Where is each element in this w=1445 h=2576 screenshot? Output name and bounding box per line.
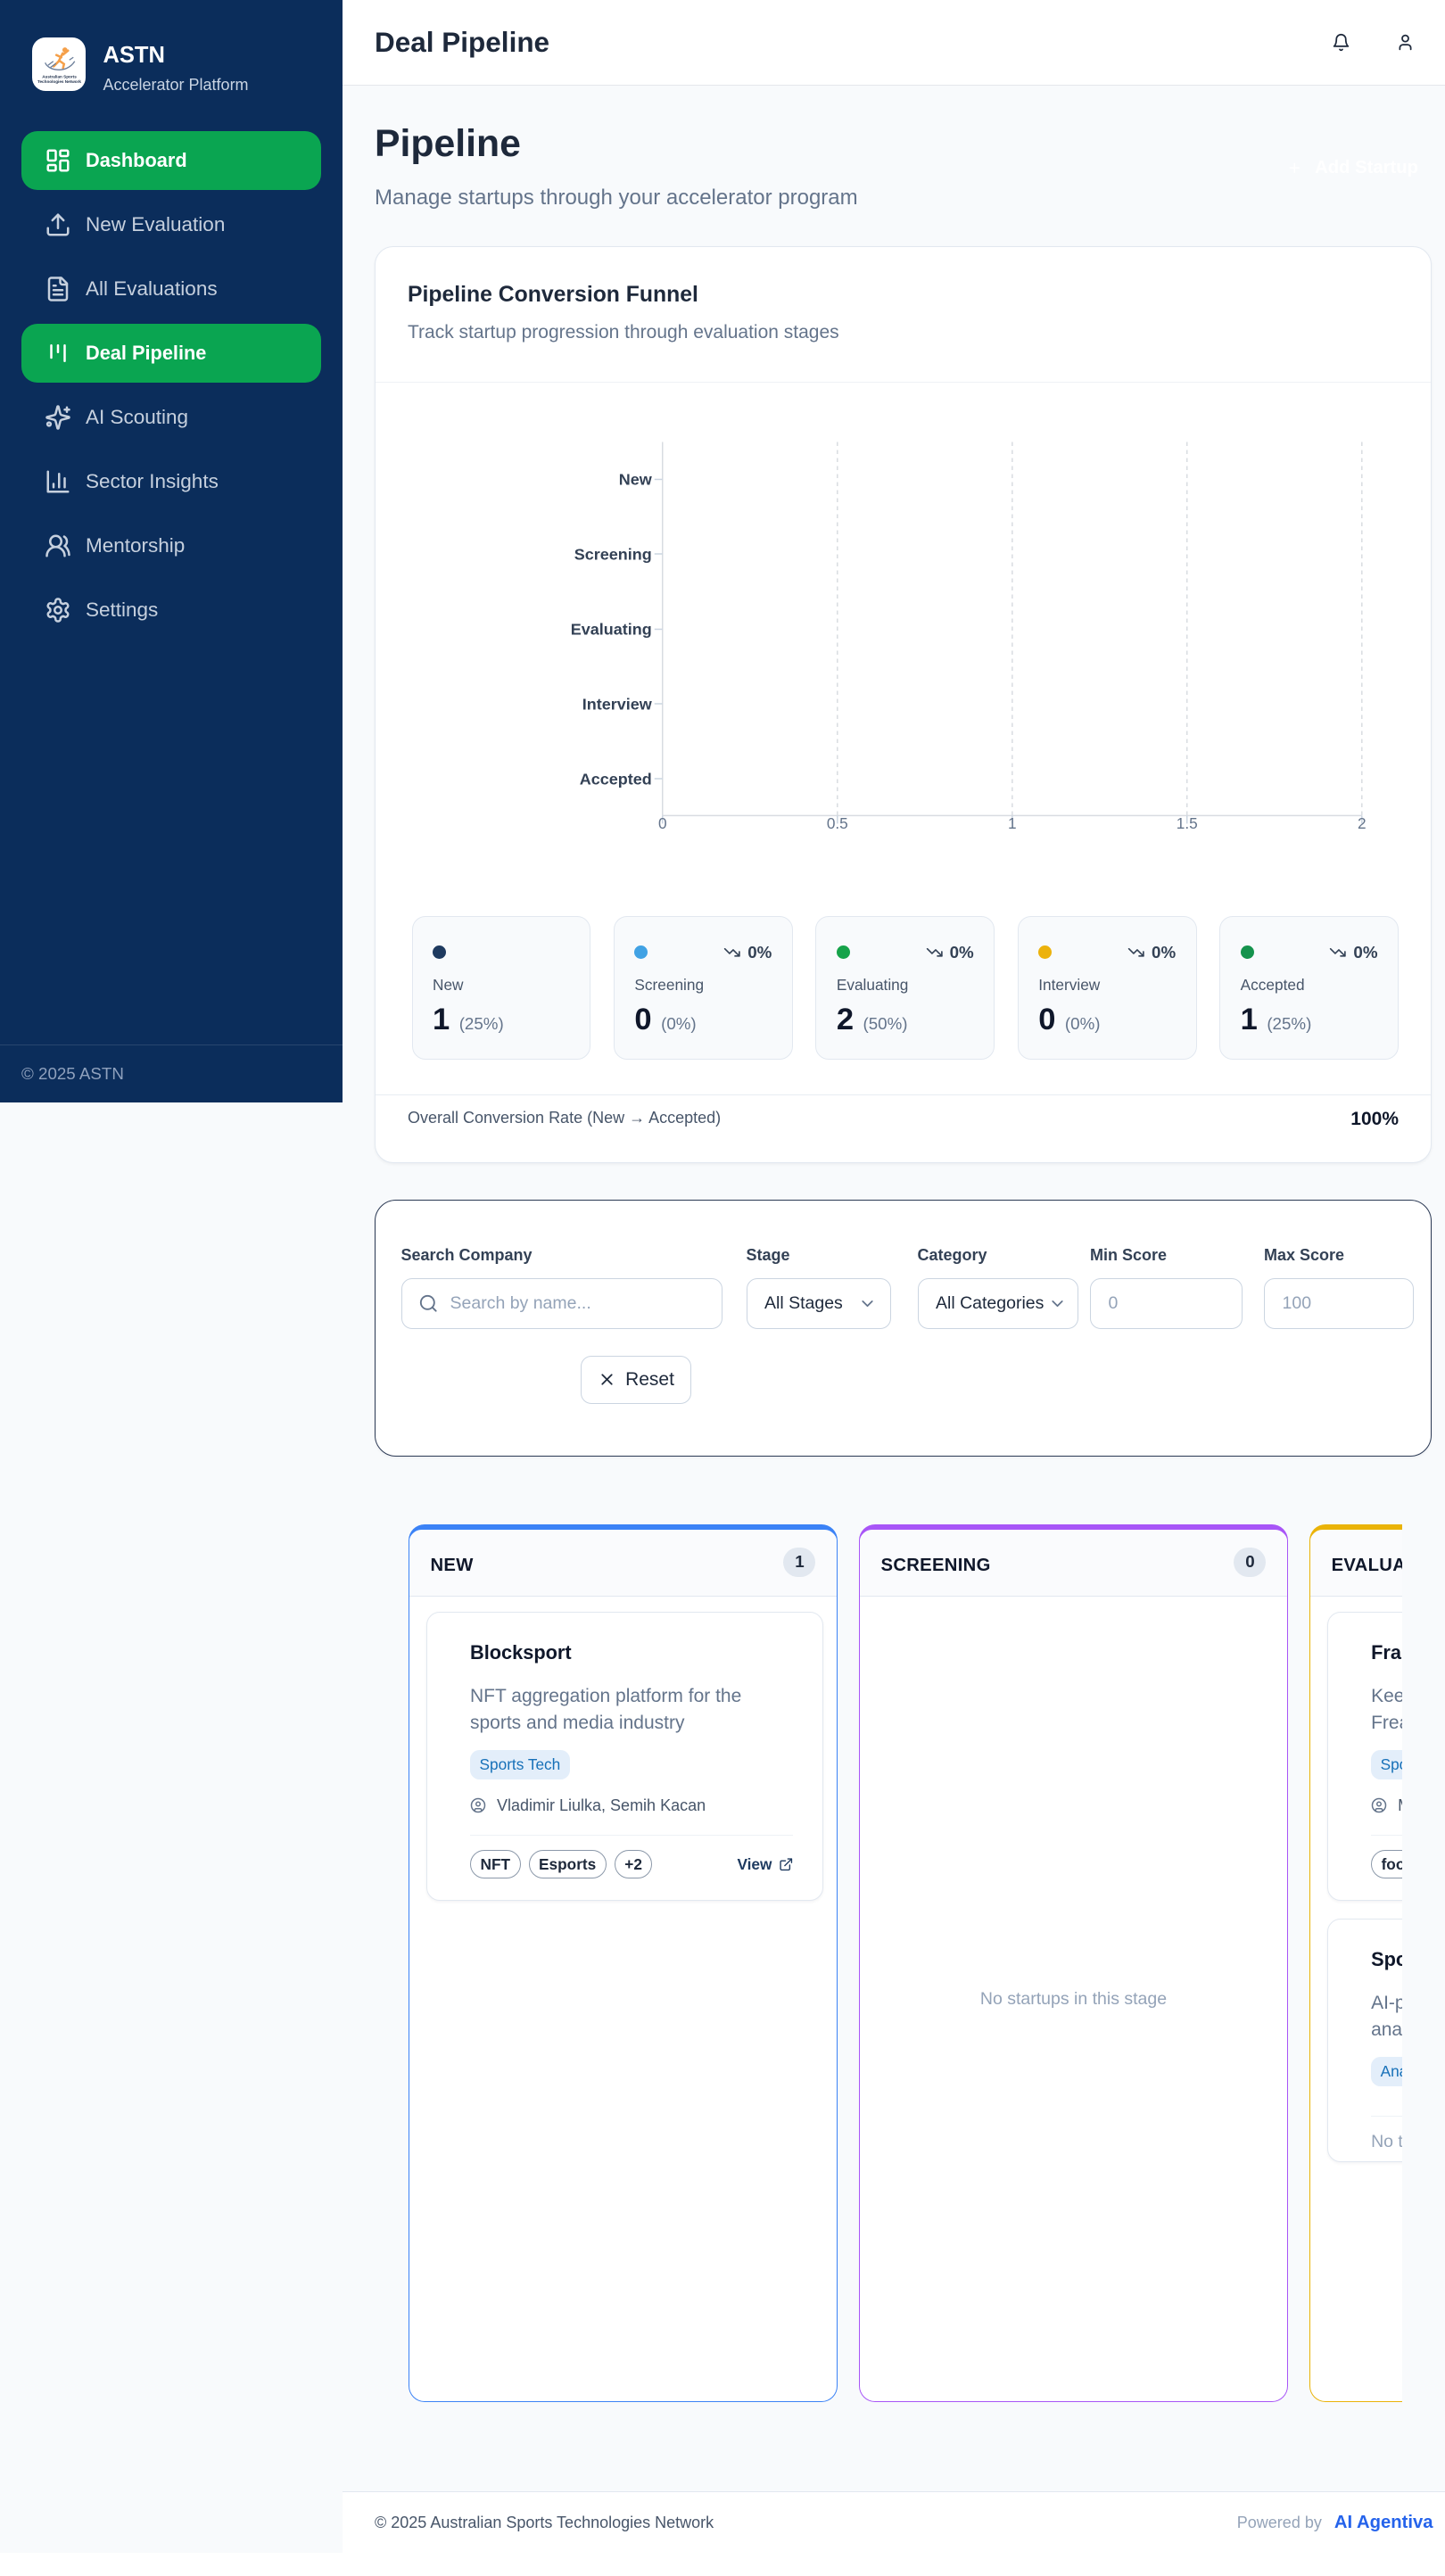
svg-text:Interview: Interview [582, 695, 653, 713]
svg-text:New: New [619, 470, 653, 488]
svg-text:1.5: 1.5 [1177, 814, 1198, 832]
svg-text:Technologies Network: Technologies Network [37, 79, 81, 84]
svg-text:Australian Sports: Australian Sports [42, 74, 77, 78]
svg-text:Accepted: Accepted [580, 770, 652, 788]
svg-text:1: 1 [1008, 814, 1017, 832]
svg-text:0.5: 0.5 [827, 814, 848, 832]
svg-text:0: 0 [658, 814, 667, 832]
svg-text:Evaluating: Evaluating [571, 620, 652, 638]
svg-text:2: 2 [1358, 814, 1367, 832]
svg-text:Screening: Screening [574, 545, 652, 563]
